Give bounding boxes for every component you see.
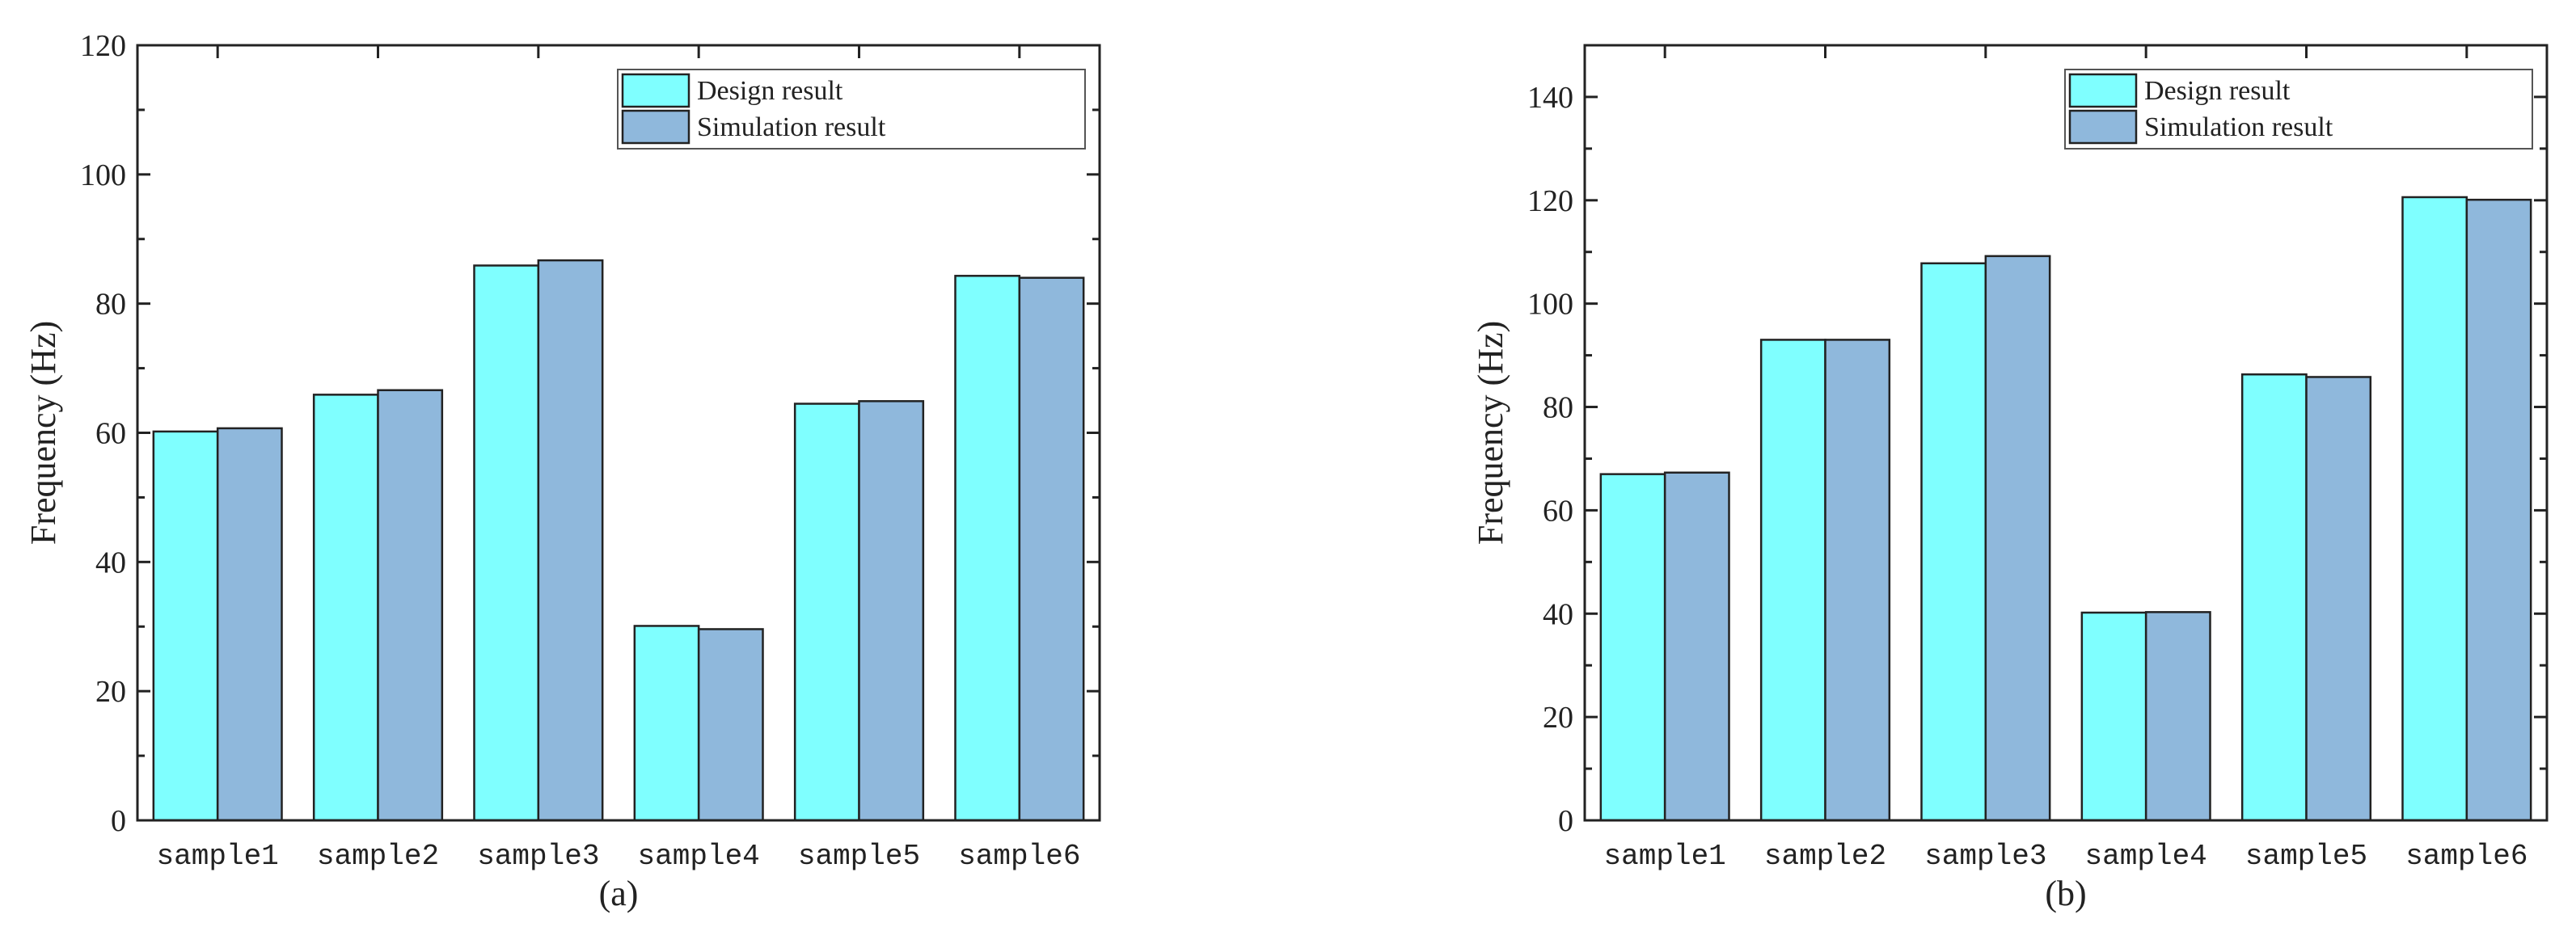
x-tick-label: sample2 bbox=[1764, 840, 1886, 873]
simulation-bar-sample3 bbox=[537, 259, 604, 822]
simulation-bar-sample5 bbox=[858, 400, 925, 822]
design-bar-sample3 bbox=[1920, 262, 1987, 822]
design-bar-sample5 bbox=[2240, 373, 2308, 822]
y-tick-label: 100 bbox=[1527, 288, 1573, 322]
x-tick-label: sample5 bbox=[798, 840, 920, 873]
legend: Design result Simulation result bbox=[617, 69, 1086, 150]
x-tick-label: sample3 bbox=[1924, 840, 2046, 873]
x-tick-label: sample3 bbox=[477, 840, 599, 873]
x-tick-label: sample4 bbox=[2085, 840, 2207, 873]
y-tick-label: 40 bbox=[1543, 597, 1573, 631]
legend-box bbox=[2064, 69, 2533, 150]
design-bar-sample1 bbox=[1599, 473, 1666, 822]
simulation-bar-sample4 bbox=[697, 628, 764, 822]
x-tick-label: sample6 bbox=[958, 840, 1080, 873]
simulation-bar-sample4 bbox=[2144, 611, 2211, 822]
legend-label-simulation: Simulation result bbox=[697, 112, 886, 142]
x-tick-label: sample4 bbox=[638, 840, 760, 873]
simulation-bar-sample1 bbox=[216, 427, 283, 822]
y-tick-label: 120 bbox=[80, 29, 126, 63]
y-axis-title: Frequency (Hz) bbox=[23, 321, 63, 545]
y-axis-title: Frequency (Hz) bbox=[1471, 321, 1510, 545]
y-tick-label: 80 bbox=[1543, 391, 1573, 425]
legend-swatch-simulation bbox=[2068, 109, 2138, 145]
x-tick-label: sample1 bbox=[157, 840, 279, 873]
design-bar-sample3 bbox=[473, 264, 540, 822]
legend-label-simulation: Simulation result bbox=[2144, 112, 2333, 142]
x-tick-label: sample6 bbox=[2405, 840, 2527, 873]
simulation-bar-sample5 bbox=[2305, 376, 2372, 822]
simulation-bar-sample1 bbox=[1663, 471, 1730, 822]
design-bar-sample6 bbox=[2401, 196, 2468, 822]
design-bar-sample2 bbox=[312, 394, 379, 822]
panel-b: 0 20 40 60 80 100 120 140 sample1 sample2 sample3 s… bbox=[1471, 44, 2549, 913]
x-tick-label: sample1 bbox=[1604, 840, 1726, 873]
design-bar-sample4 bbox=[633, 625, 700, 822]
y-tick-label: 80 bbox=[95, 288, 126, 322]
legend-swatch-simulation bbox=[621, 109, 690, 145]
design-bar-sample1 bbox=[152, 430, 219, 822]
y-tick-label: 0 bbox=[111, 804, 126, 838]
design-bar-sample6 bbox=[954, 275, 1021, 822]
legend-swatch-design bbox=[2068, 73, 2138, 108]
simulation-bar-sample6 bbox=[1018, 276, 1085, 822]
legend-label-design: Design result bbox=[2144, 76, 2291, 106]
panel-a: 0 20 40 60 80 100 120 sample1 sample2 sample3 samp… bbox=[23, 29, 1101, 913]
legend: Design result Simulation result bbox=[2064, 69, 2533, 150]
design-bar-sample5 bbox=[793, 402, 860, 822]
x-tick-label: sample2 bbox=[317, 840, 439, 873]
y-tick-label: 20 bbox=[1543, 701, 1573, 735]
y-tick-label: 140 bbox=[1527, 81, 1573, 115]
y-tick-label: 100 bbox=[80, 158, 126, 192]
y-tick-label: 60 bbox=[95, 417, 126, 451]
simulation-bar-sample2 bbox=[377, 389, 444, 822]
simulation-bar-sample3 bbox=[1984, 255, 2051, 822]
design-bar-sample2 bbox=[1759, 339, 1826, 822]
simulation-bar-sample6 bbox=[2465, 198, 2532, 822]
y-tick-label: 120 bbox=[1527, 184, 1573, 218]
legend-box bbox=[617, 69, 1086, 150]
panel-label: (a) bbox=[599, 874, 639, 913]
y-tick-label: 0 bbox=[1558, 804, 1573, 838]
panel-label: (b) bbox=[2045, 874, 2086, 913]
legend-label-design: Design result bbox=[697, 76, 843, 106]
design-bar-sample4 bbox=[2080, 611, 2147, 822]
y-tick-label: 60 bbox=[1543, 494, 1573, 528]
y-tick-label: 20 bbox=[95, 675, 126, 709]
simulation-bar-sample2 bbox=[1824, 339, 1891, 822]
y-tick-label: 40 bbox=[95, 546, 126, 579]
legend-swatch-design bbox=[621, 73, 690, 108]
x-tick-label: sample5 bbox=[2245, 840, 2367, 873]
